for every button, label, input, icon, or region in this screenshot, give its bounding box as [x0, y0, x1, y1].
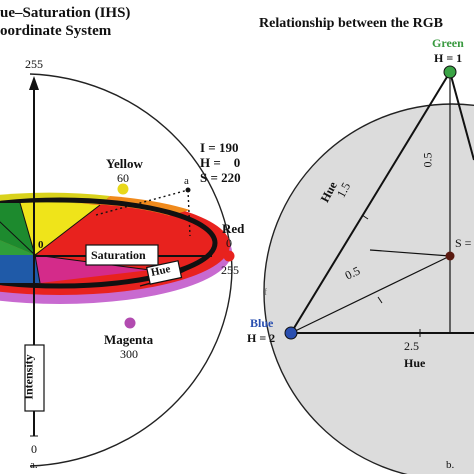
panel-a-intensity-top: 255 — [25, 57, 43, 71]
panel-b-tick-edge-2 — [377, 296, 383, 304]
panel-b-green-vertex — [443, 65, 457, 79]
panel-b-center-point — [445, 251, 455, 261]
panel-a-sphere-outline — [29, 73, 233, 467]
panel-a-readout-h: H = 0 — [200, 155, 241, 170]
panel-b-center-to-blue — [290, 255, 451, 334]
panel-a-yellow-dot — [117, 183, 129, 195]
panel-a-red-value-0: 0 — [226, 236, 232, 250]
panel-a-red-value-255: 255 — [221, 263, 239, 277]
panel-b-blue-label: Blue — [250, 316, 274, 330]
panel-a-letter: a. — [30, 459, 38, 471]
panel-a-intensity-label: Intensity — [21, 354, 36, 400]
panel-a-divider-4 — [34, 254, 41, 284]
panel-b-tick-2-5: 2.5 — [404, 339, 419, 353]
panel-b-tick-edge-1 — [361, 214, 369, 220]
panel-b-edge-green-right — [449, 71, 474, 161]
panel-a-hue-box — [145, 260, 183, 285]
panel-a-saturation-label: Saturation — [91, 248, 146, 262]
panel-a-sector-green — [0, 240, 35, 255]
panel-b-letter: b. — [446, 459, 455, 471]
panel-b-green-label: Green — [432, 36, 464, 50]
panel-a-magenta-label: Magenta — [104, 332, 154, 347]
panel-a-sector-blue — [0, 255, 40, 283]
panel-b-green-h: H = 1 — [434, 51, 463, 65]
panel-a-sector-magenta — [35, 255, 150, 283]
panel-a-dotted-sat — [95, 189, 189, 216]
panel-a-intensity-bottom: 0 — [31, 442, 37, 456]
panel-a-sector-yellow-bright — [20, 202, 100, 255]
panel-a-divider-3 — [0, 221, 36, 256]
panel-a-title-line1: ue–Saturation (IHS) — [0, 5, 131, 21]
panel-a-zero-center: 0 — [38, 239, 44, 251]
panel-a-yellow-value: 60 — [117, 171, 129, 185]
panel-a-magenta-value: 300 — [120, 347, 138, 361]
panel-a-axis-arrow — [29, 76, 39, 90]
panel-a-red-dot — [223, 250, 235, 262]
panel-b-blue-h: H = 2 — [247, 331, 276, 345]
panel-a-divider-1 — [34, 204, 101, 256]
panel-a-readout-s: S = 220 — [200, 170, 241, 185]
panel-b-circle — [263, 103, 474, 474]
panel-b-edge-green-blue — [290, 71, 451, 334]
panel-b-blue-vertex — [284, 326, 298, 340]
panel-b-small-f: f — [264, 287, 267, 297]
panel-a-black-ring — [0, 197, 218, 289]
panel-b-tick-0-5-upper: 0.5 — [420, 152, 435, 168]
panel-a-red-label: Red — [222, 221, 245, 236]
panel-a-saturation-box — [85, 244, 159, 266]
panel-a-sector-green2 — [0, 203, 35, 255]
panel-a-intensity-box — [24, 344, 45, 412]
panel-a-yellow-label: Yellow — [106, 156, 143, 171]
panel-b-center-left — [369, 249, 451, 257]
panel-a-magenta-dot — [124, 317, 136, 329]
panel-a-point-a — [185, 187, 191, 193]
panel-a-readout-i: I = 190 — [200, 140, 239, 155]
panel-b-hue-bottom: Hue — [404, 356, 426, 370]
panel-b-title: Relationship between the RGB — [259, 16, 443, 31]
panel-a-title-line2: oordinate System — [0, 23, 112, 39]
panel-a-point-label: a — [184, 175, 189, 187]
panel-a-divider-2 — [19, 202, 36, 256]
panel-b-s-label: S = — [455, 236, 472, 250]
